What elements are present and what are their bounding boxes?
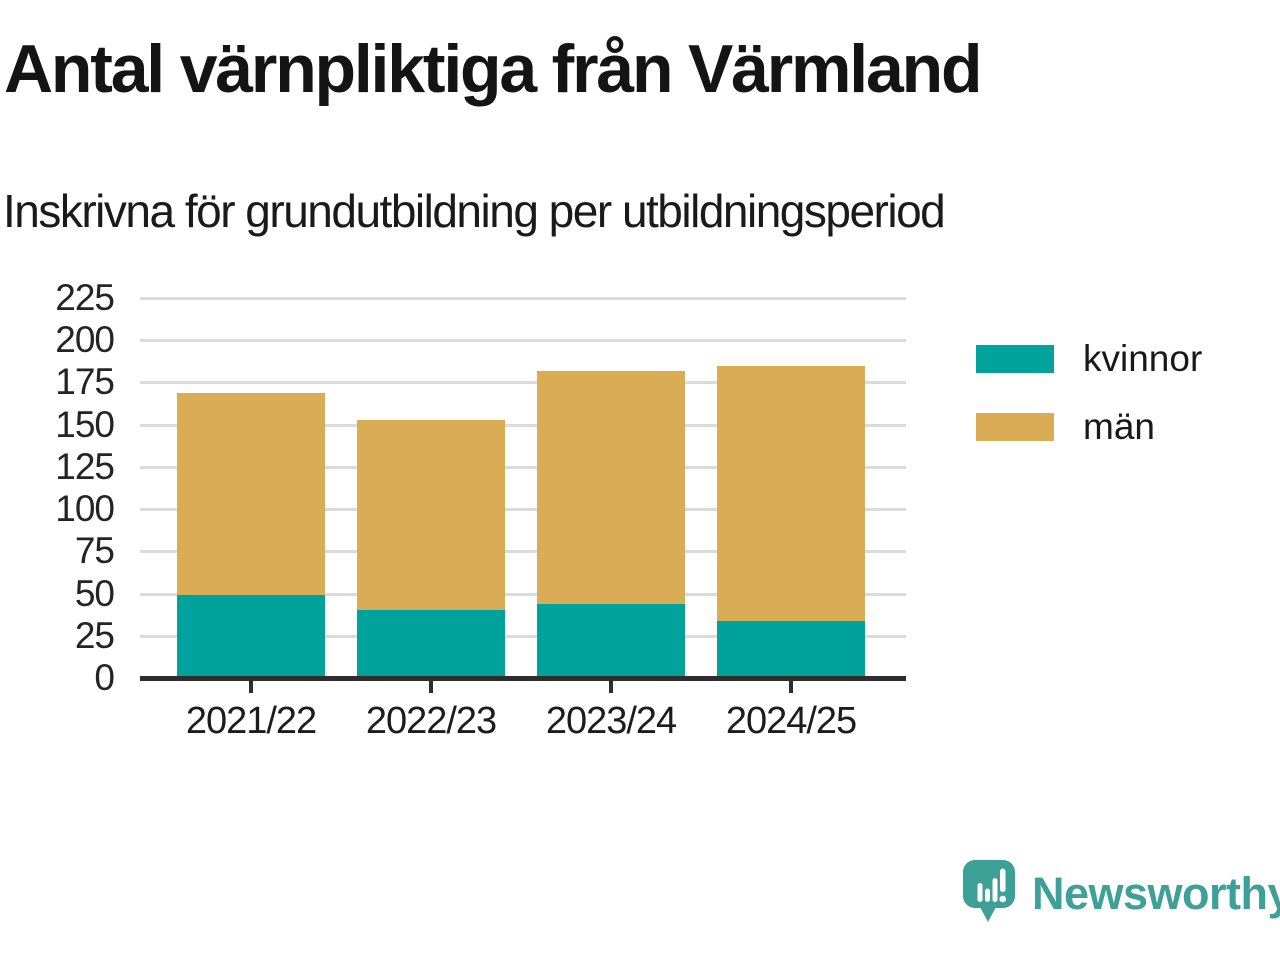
legend-item-man: män: [976, 408, 1202, 445]
chart-legend: kvinnor män: [976, 340, 1202, 445]
y-axis-label-175: 175: [55, 361, 115, 403]
newsworthy-logo-icon: [963, 860, 1015, 922]
x-axis-tick-2023/24: [609, 681, 613, 693]
bar-kvinnor-2021/22: [177, 595, 325, 678]
legend-label-kvinnor: kvinnor: [1083, 338, 1203, 379]
gridline-125: [140, 465, 906, 469]
legend-item-kvinnor: kvinnor: [976, 340, 1202, 377]
gridline-100: [140, 508, 906, 512]
bar-män-2023/24: [537, 370, 685, 604]
gridline-50: [140, 592, 906, 596]
newsworthy-logo: Newsworthy: [963, 860, 1280, 924]
gridline-225: [140, 297, 906, 300]
gridline-150: [140, 423, 906, 427]
bar-kvinnor-2023/24: [537, 603, 685, 678]
x-axis-label-2024/25: 2024/25: [725, 700, 857, 742]
x-axis-label-2022/23: 2022/23: [365, 700, 497, 742]
bar-män-2024/25: [717, 365, 865, 621]
y-axis-label-200: 200: [55, 319, 115, 361]
x-axis-tick-2021/22: [249, 681, 253, 693]
gridline-75: [140, 550, 906, 554]
bar-män-2021/22: [177, 392, 325, 596]
x-axis-line: [140, 676, 906, 681]
newsworthy-logo-text: Newsworthy: [1032, 868, 1280, 919]
y-axis-label-0: 0: [94, 657, 115, 698]
gridline-25: [140, 634, 906, 638]
y-axis-label-125: 125: [55, 445, 115, 487]
x-axis-label-2023/24: 2023/24: [545, 700, 677, 742]
bar-män-2022/23: [357, 419, 505, 611]
x-axis-tick-2024/25: [789, 681, 793, 693]
y-axis-label-150: 150: [55, 403, 115, 445]
legend-label-man: män: [1083, 406, 1155, 447]
x-axis-label-2021/22: 2021/22: [185, 700, 317, 742]
bar-kvinnor-2022/23: [357, 610, 505, 678]
y-axis-label-225: 225: [55, 277, 115, 318]
gridline-175: [140, 381, 906, 385]
legend-swatch-kvinnor: [976, 344, 1054, 373]
y-axis-label-50: 50: [74, 572, 115, 614]
x-axis-tick-2022/23: [429, 681, 433, 693]
gridline-200: [140, 339, 906, 343]
y-axis-label-100: 100: [55, 488, 115, 530]
chart-title: Antal värnpliktiga från Värmland: [4, 31, 982, 107]
y-axis-label-25: 25: [74, 614, 115, 656]
chart-subtitle: Inskrivna för grundutbildning per utbild…: [3, 185, 946, 237]
legend-swatch-man: [976, 412, 1054, 441]
y-axis-label-75: 75: [74, 530, 115, 572]
bar-kvinnor-2024/25: [717, 620, 865, 678]
